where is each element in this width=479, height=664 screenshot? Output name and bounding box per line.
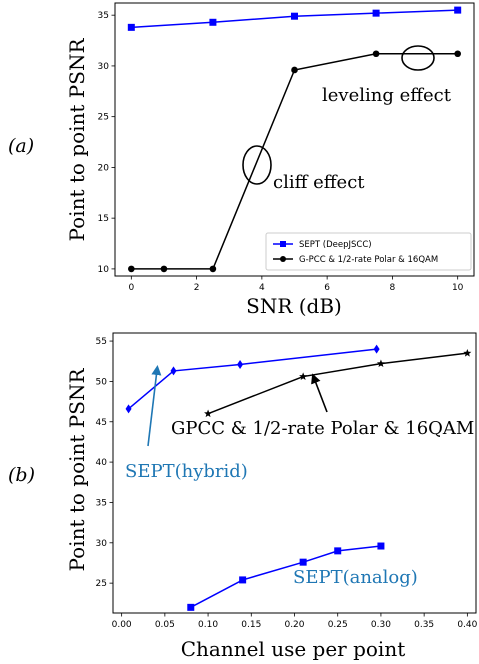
panel-b-y-axis-label: Point to point PSNR [65,368,89,572]
panel-a-series-0-point [127,23,135,31]
panel-a-series-1-point [209,265,217,273]
cliff-effect-label: cliff effect [273,172,365,193]
panel-b-series-2-point [377,542,385,550]
panel-a-y-ticks: 10 15 20 25 30 35 [98,11,115,275]
panel-a-x-tick-label: 10 [452,283,464,293]
panel-b-y-tick-label: 40 [96,458,108,468]
panel-a-x-tick-label: 2 [194,283,200,293]
panel-b-y-tick-label: 50 [96,377,108,387]
sept-analog-label: SEPT(analog) [293,567,418,588]
panel-b-x-tick-label: 0.35 [414,620,434,630]
panel-b-x-tick-label: 0.20 [284,620,304,630]
panel-b-x-axis-label: Channel use per point [181,637,406,661]
panel-a-x-tick-label: 6 [324,283,330,293]
panel-a-legend: SEPT (DeepJSCC) G-PCC & 1/2-rate Polar &… [265,232,472,271]
legend-marker-circle [280,256,286,262]
gpcc-label: GPCC & 1/2-rate Polar & 16QAM [171,418,474,439]
leveling-effect-ellipse [401,45,435,71]
panel-b-series-2-point [239,576,247,584]
panel-b-x-ticks: 0.00 0.05 0.10 0.15 0.20 0.25 0.30 0.35 0.40 [112,613,478,630]
sept-hybrid-label: SEPT(hybrid) [125,461,248,482]
leveling-effect-label: leveling effect [322,85,452,106]
panel-b-series-2-point [299,558,307,566]
panel-b-y-tick-label: 30 [96,539,108,549]
panel-b-series-0-point [170,366,177,376]
panel-b-y-tick-label: 35 [96,498,107,508]
panel-a: (𝑎) 0 2 4 6 8 10 10 15 20 25 30 35 SNR (dB) Point … [8,2,475,318]
panel-b-series-1-point [299,372,308,380]
panel-b-y-tick-label: 55 [96,337,107,347]
cliff-effect-ellipse [242,145,272,185]
panel-a-y-tick-label: 30 [98,62,110,72]
panel-b-y-tick-label: 45 [96,418,107,428]
panel-a-series-1-point [291,66,298,74]
panel-a-y-tick-label: 25 [98,113,109,123]
panel-b-x-tick-label: 0.10 [198,620,218,630]
gpcc-annotation-arrow [311,373,328,413]
panel-b: (𝑏) 0.00 0.05 0.10 0.15 0.20 0.25 0.30 0.35 0.40… [8,332,478,661]
panel-b-series-0-point [373,344,380,354]
panel-b-y-tick-label: 25 [96,579,107,589]
panel-a-x-tick-label: 0 [128,283,134,293]
panel-b-series-1-line [207,352,468,415]
panel-b-series-0-point [237,359,244,369]
panel-a-x-ticks: 0 2 4 6 8 10 [128,276,464,293]
panel-b-series-0-point [125,404,132,414]
panel-b-series-1-point [376,359,385,368]
panel-b-series-1-point [463,348,472,357]
panel-b-x-tick-label: 0.40 [457,620,477,630]
panel-a-y-tick-label: 20 [98,163,110,173]
panel-a-series-0-point [454,6,462,14]
panel-a-series-1-point [454,50,461,58]
panel-b-series-2-point [187,603,195,611]
legend-label-sept-deepjscc: SEPT (DeepJSCC) [299,240,372,250]
panel-a-series-0-point [372,9,380,17]
panel-a-series-1-line [131,52,458,270]
panel-a-y-axis-label: Point to point PSNR [65,38,89,242]
panel-a-series-0-point [209,18,217,26]
panel-a-series-1-point [372,50,380,58]
panel-b-x-tick-label: 0.00 [112,620,132,630]
panel-a-series-1-point [128,265,135,273]
panel-a-y-tick-label: 35 [98,11,109,21]
panel-b-series-0-line [128,348,377,410]
panel-b-plot-area [125,344,472,611]
panel-b-series-2-point [334,547,342,555]
panel-a-x-axis-label: SNR (dB) [246,294,342,318]
panel-a-x-tick-label: 4 [259,283,265,293]
panel-b-y-ticks: 25 30 35 40 45 50 55 [96,337,113,589]
panel-b-x-tick-label: 0.25 [328,620,348,630]
panel-a-axes-frame [114,2,475,277]
panel-b-label: (𝑏) [8,464,35,486]
panel-b-x-tick-label: 0.15 [241,620,261,630]
panel-a-y-tick-label: 15 [98,214,109,224]
panel-a-series-1-point [160,265,168,273]
panel-a-series-0-point [291,12,298,20]
panel-b-x-tick-label: 0.30 [371,620,391,630]
panel-b-x-tick-label: 0.05 [155,620,175,630]
legend-box [265,232,472,271]
panel-a-y-tick-label: 10 [98,265,110,275]
legend-label-gpcc: G-PCC & 1/2-rate Polar & 16QAM [299,255,438,265]
panel-b-series-1-point [204,409,213,418]
panel-a-plot-area [127,6,462,273]
panel-a-label: (𝑎) [8,135,34,157]
legend-marker-square [280,241,286,247]
hybrid-annotation-arrow [147,365,162,447]
panel-a-x-tick-label: 8 [390,283,396,293]
